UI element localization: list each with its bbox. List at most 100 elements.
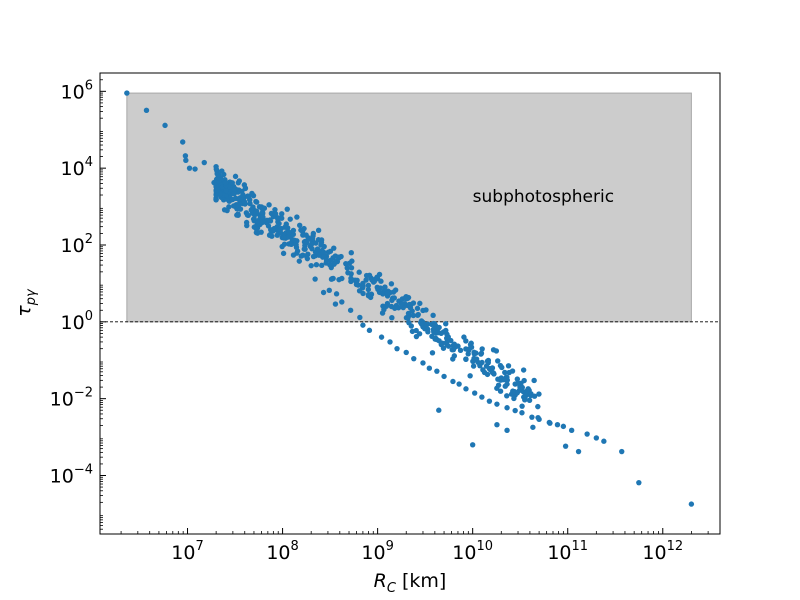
data-point (365, 282, 372, 289)
x-tick-label: 1010 (452, 539, 493, 564)
data-point (244, 212, 251, 218)
data-point (363, 277, 369, 283)
x-axis-ticks: 107 108 109 1010 1011 1012 (120, 528, 721, 564)
data-point (522, 392, 529, 399)
region-annotation: subphotospheric (473, 187, 614, 207)
data-point (376, 289, 383, 296)
data-point (440, 345, 447, 351)
data-point (259, 205, 265, 211)
data-point (255, 218, 261, 225)
data-point (486, 365, 493, 372)
data-point (395, 305, 402, 311)
data-point (354, 277, 360, 283)
data-point (253, 199, 260, 205)
data-point (328, 257, 334, 264)
data-point (519, 410, 525, 416)
data-point (511, 395, 517, 402)
data-point (222, 179, 229, 186)
data-point (360, 290, 366, 297)
data-point (182, 153, 189, 159)
data-point (310, 253, 317, 260)
data-point (231, 191, 237, 197)
x-tick-label: 1011 (547, 539, 588, 564)
data-point (505, 363, 512, 369)
data-point (183, 157, 189, 164)
data-point (243, 219, 250, 226)
data-point (636, 479, 642, 486)
data-point (281, 241, 288, 247)
data-point (284, 206, 290, 212)
data-point (302, 246, 308, 252)
data-point (536, 391, 542, 397)
data-point (180, 139, 186, 145)
data-point (430, 312, 436, 318)
data-point (494, 401, 500, 407)
data-point (348, 265, 355, 271)
data-point (279, 211, 285, 217)
data-point (260, 214, 266, 220)
data-point (531, 377, 537, 384)
data-point (325, 249, 332, 255)
data-point (465, 351, 471, 357)
data-point (268, 210, 275, 217)
data-point (266, 202, 272, 208)
data-point (245, 193, 252, 200)
data-point (319, 262, 325, 269)
data-point (409, 328, 416, 335)
data-point (398, 301, 405, 307)
data-point (484, 358, 491, 364)
data-point (467, 373, 473, 379)
data-point (535, 403, 541, 410)
data-point (410, 312, 417, 319)
data-point (237, 206, 244, 212)
data-point (309, 235, 316, 242)
data-point (259, 219, 266, 226)
y-tick-label: 106 (61, 78, 93, 103)
data-point (143, 107, 150, 114)
data-point (378, 334, 385, 340)
data-point (294, 214, 300, 220)
data-point (248, 207, 254, 213)
data-point (356, 269, 362, 275)
data-point (221, 207, 228, 213)
y-tick-label: 10−2 (50, 386, 93, 411)
data-point (420, 360, 426, 366)
data-point (463, 338, 469, 344)
data-point (360, 283, 366, 289)
data-point (332, 301, 339, 307)
data-point (217, 191, 223, 198)
data-point (389, 297, 395, 304)
data-point (355, 282, 361, 288)
data-point (315, 227, 322, 234)
y-tick-label: 104 (61, 155, 93, 180)
data-point (348, 275, 354, 282)
data-point (436, 407, 442, 413)
data-point (276, 220, 282, 227)
data-point (347, 307, 354, 313)
data-point (470, 358, 476, 364)
data-point (490, 370, 497, 376)
data-point (309, 246, 315, 252)
data-point (473, 350, 479, 356)
data-point (439, 340, 446, 346)
data-point (403, 349, 409, 356)
data-point (481, 369, 488, 376)
data-point (365, 291, 372, 298)
x-tick-label: 108 (266, 539, 298, 564)
data-point (584, 431, 590, 437)
data-point (312, 276, 318, 282)
data-point (430, 320, 437, 327)
data-point (429, 350, 436, 356)
x-axis-label: RC [km] (374, 570, 447, 596)
data-point (494, 385, 500, 391)
data-point (414, 312, 421, 318)
data-point (502, 383, 508, 389)
data-point (388, 281, 395, 287)
data-point (529, 414, 535, 420)
data-point (432, 336, 438, 342)
x-tick-label: 107 (171, 539, 203, 564)
data-point (192, 166, 198, 172)
x-axis-label-sub: C (387, 581, 397, 596)
data-point (479, 394, 485, 400)
